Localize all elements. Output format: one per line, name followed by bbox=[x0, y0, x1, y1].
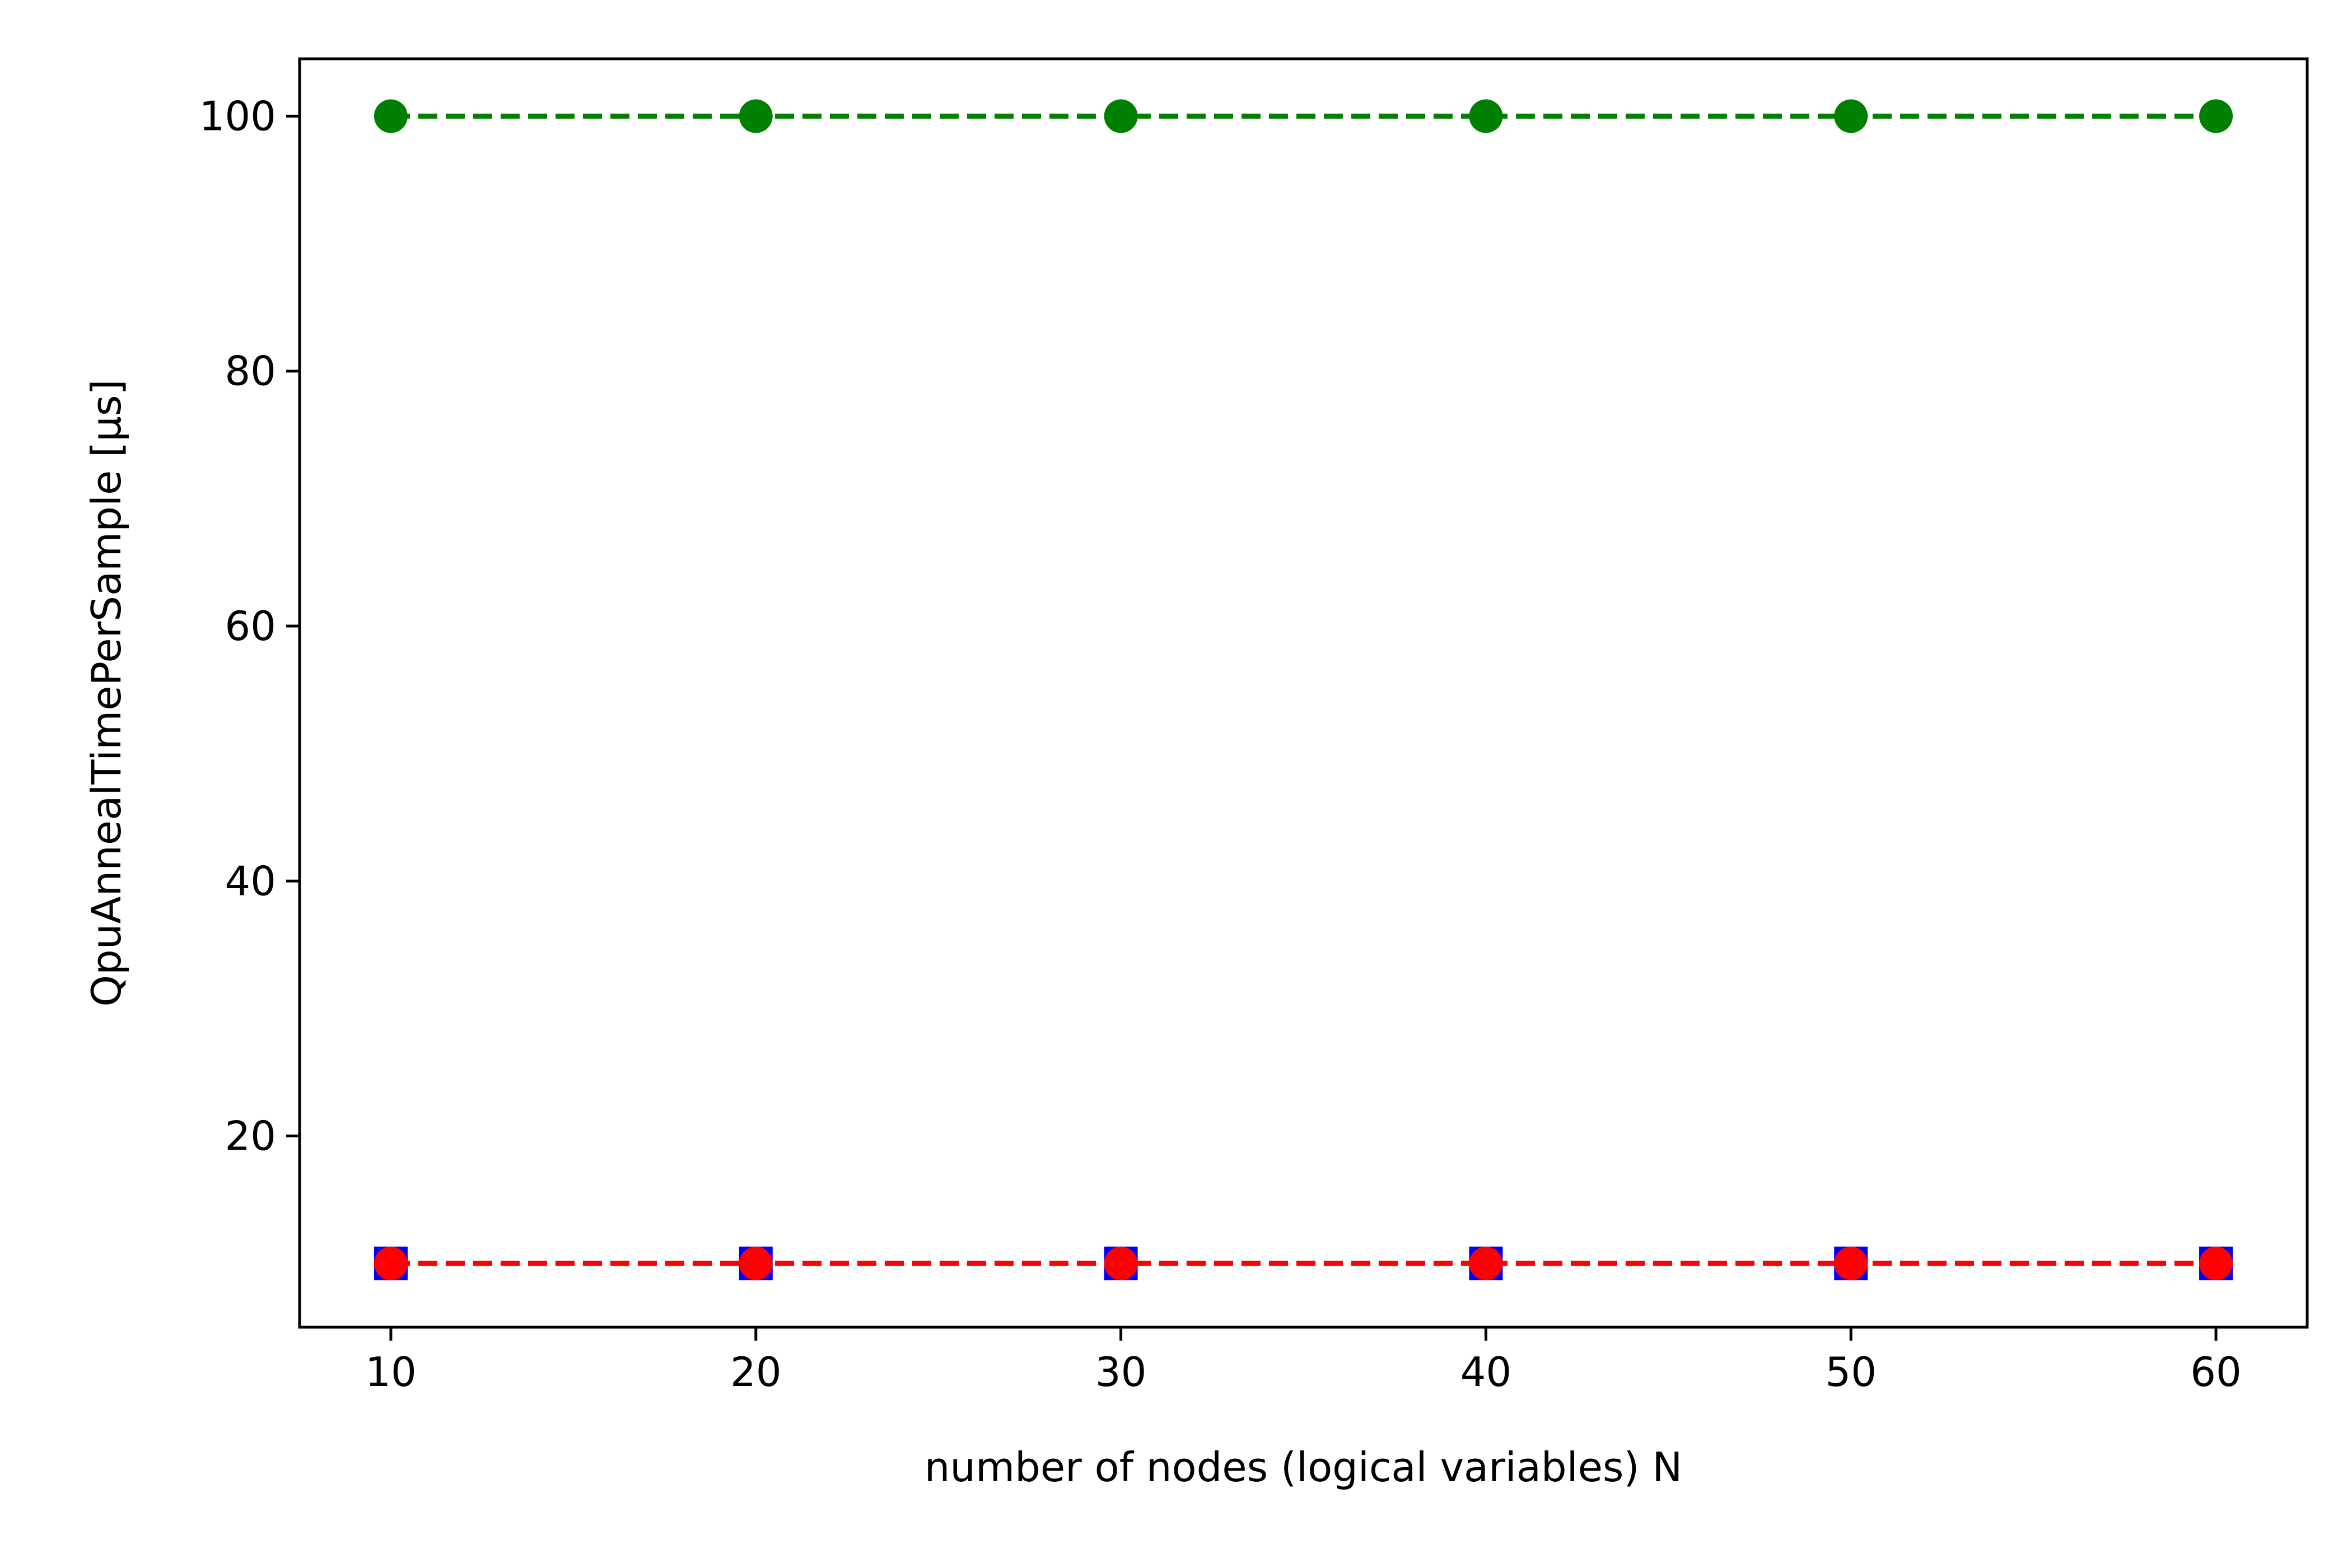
series-3 bbox=[374, 1247, 2233, 1281]
x-tick-label: 40 bbox=[1460, 1348, 1512, 1396]
data-point bbox=[374, 1247, 408, 1281]
data-point bbox=[1469, 99, 1503, 133]
series-1 bbox=[374, 99, 2233, 133]
data-point bbox=[739, 99, 773, 133]
plot-frame bbox=[298, 57, 2309, 1329]
x-axis: 10 20 30 40 50 60 bbox=[365, 1327, 2242, 1396]
y-tick-label: 60 bbox=[225, 603, 276, 650]
data-point bbox=[1469, 1247, 1503, 1281]
y-axis-label: QpuAnnealTimePerSample [μs] bbox=[83, 379, 130, 1006]
x-tick-label: 10 bbox=[365, 1348, 417, 1396]
y-tick-label: 40 bbox=[225, 857, 276, 904]
x-tick-label: 20 bbox=[730, 1348, 782, 1396]
data-point bbox=[1104, 1247, 1138, 1281]
data-point bbox=[1104, 99, 1138, 133]
x-tick-label: 30 bbox=[1095, 1348, 1147, 1396]
x-tick-label: 60 bbox=[2190, 1348, 2242, 1396]
data-point bbox=[374, 99, 408, 133]
series-layer bbox=[374, 99, 2233, 1281]
data-point bbox=[1834, 1247, 1868, 1281]
y-tick-label: 80 bbox=[225, 348, 276, 395]
data-point bbox=[2199, 99, 2233, 133]
data-point bbox=[739, 1247, 773, 1281]
y-tick-label: 20 bbox=[225, 1113, 276, 1160]
x-axis-label: number of nodes (logical variables) N bbox=[925, 1444, 1683, 1491]
data-point bbox=[2199, 1247, 2233, 1281]
data-point bbox=[1834, 99, 1868, 133]
x-tick-label: 50 bbox=[1825, 1348, 1877, 1396]
y-axis: 20 40 60 80 100 bbox=[199, 92, 300, 1160]
y-tick-label: 100 bbox=[199, 92, 276, 139]
